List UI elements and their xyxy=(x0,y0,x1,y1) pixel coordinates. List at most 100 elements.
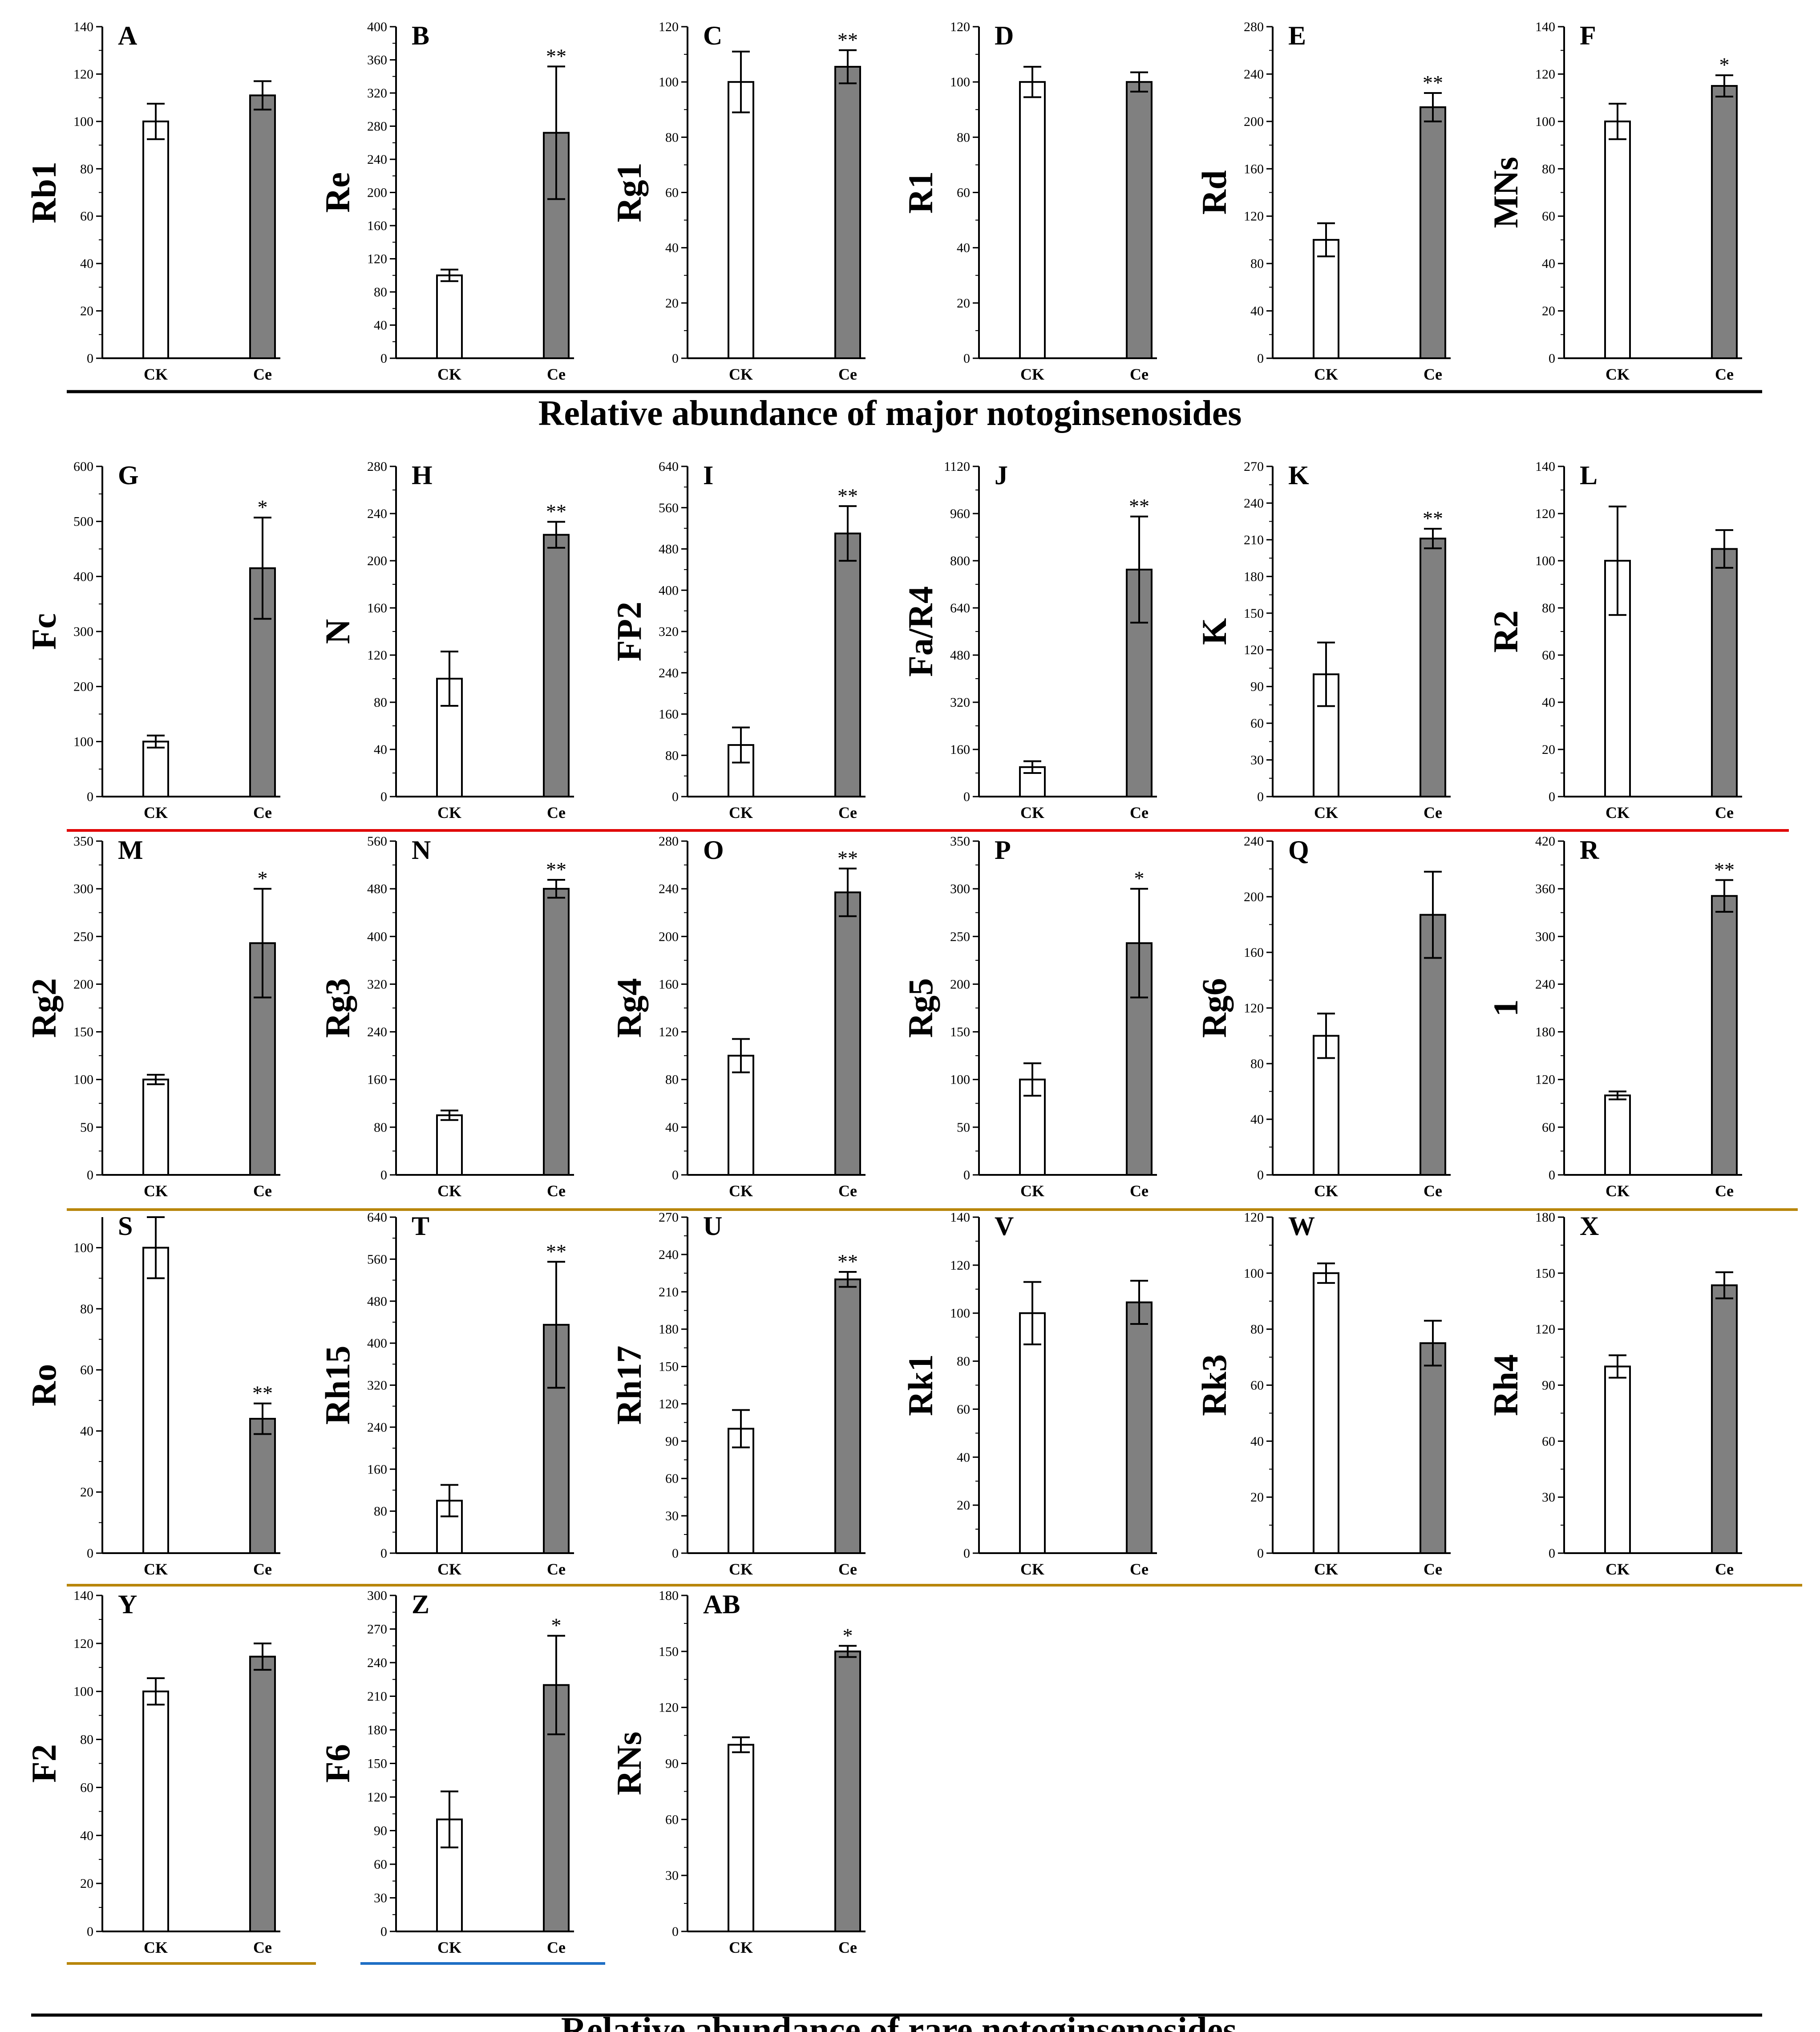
panel-letter: C xyxy=(703,21,722,50)
panel-o: 0 40 80 120 160 200 240 280 Rg4 O CK ** Ce xyxy=(610,834,866,1200)
significance-mark: * xyxy=(1719,53,1730,76)
y-tick-label: 350 xyxy=(950,834,970,849)
y-tick-label: 40 xyxy=(374,742,387,757)
x-tick-label: CK xyxy=(1606,804,1630,822)
bar-ck xyxy=(142,1247,169,1554)
y-tick-label: 0 xyxy=(1257,1168,1264,1182)
y-tick-label: 80 xyxy=(80,1302,93,1316)
bar-ce xyxy=(249,94,276,360)
x-tick-label: CK xyxy=(1314,1182,1338,1200)
y-tick-label: 480 xyxy=(659,542,679,557)
y-tick-label: 80 xyxy=(80,1732,93,1747)
y-tick-label: 300 xyxy=(1535,929,1555,944)
y-tick-label: 30 xyxy=(1250,753,1264,768)
y-tick-label: 30 xyxy=(374,1891,387,1906)
y-tick-label: 200 xyxy=(950,977,970,992)
x-tick-label: CK xyxy=(1606,365,1630,383)
y-tick-label: 80 xyxy=(665,748,679,763)
y-tick-label: 1120 xyxy=(944,459,970,474)
y-tick-label: 80 xyxy=(665,1073,679,1087)
panel-u: 0 30 60 90 120 150 180 210 240 270 Rh17 U CK ** Ce xyxy=(610,1210,866,1578)
y-axis-label: RNs xyxy=(610,1732,648,1795)
panel-letter: N xyxy=(412,835,431,865)
x-tick-label: CK xyxy=(1020,1560,1044,1578)
x-tick-label: Ce xyxy=(1424,1182,1442,1200)
y-tick-label: 160 xyxy=(367,219,387,233)
y-tick-label: 100 xyxy=(950,75,970,89)
panel-letter: I xyxy=(703,461,713,490)
bar-ck xyxy=(728,1428,754,1554)
y-tick-label: 270 xyxy=(1244,459,1264,474)
panel-f: 0 20 40 60 80 100 120 140 MNs F CK * Ce xyxy=(1486,20,1742,383)
x-tick-label: CK xyxy=(437,1939,461,1956)
y-tick-label: 180 xyxy=(1244,569,1264,584)
x-tick-label: Ce xyxy=(1715,1182,1734,1200)
significance-mark: ** xyxy=(546,45,566,67)
x-tick-label: Ce xyxy=(1424,804,1442,822)
dividers xyxy=(31,390,1802,2017)
x-tick-label: CK xyxy=(1606,1182,1630,1200)
y-tick-label: 480 xyxy=(367,882,387,896)
bar-ck xyxy=(728,81,754,359)
y-tick-label: 160 xyxy=(367,1462,387,1477)
y-tick-label: 240 xyxy=(1244,834,1264,849)
y-tick-label: 300 xyxy=(73,882,93,896)
y-tick-label: 20 xyxy=(1542,304,1555,319)
y-tick-label: 80 xyxy=(1250,1056,1264,1071)
bar-ce xyxy=(1711,1284,1738,1554)
y-tick-label: 0 xyxy=(1257,351,1264,366)
y-tick-label: 0 xyxy=(1549,1168,1555,1182)
y-tick-label: 120 xyxy=(1535,506,1555,521)
y-tick-label: 0 xyxy=(672,351,679,366)
bar-ce xyxy=(834,532,861,797)
x-tick-label: Ce xyxy=(1130,365,1149,383)
y-tick-label: 0 xyxy=(963,1546,970,1561)
y-tick-label: 20 xyxy=(957,1498,970,1513)
x-tick-label: Ce xyxy=(838,1182,857,1200)
x-tick-label: CK xyxy=(729,1182,753,1200)
panel-h: 0 40 80 120 160 200 240 280 N H CK ** Ce xyxy=(318,459,574,822)
bar-ck xyxy=(142,1690,169,1933)
y-tick-label: 0 xyxy=(963,351,970,366)
y-tick-label: 120 xyxy=(1244,1210,1264,1225)
x-tick-label: CK xyxy=(144,365,168,383)
y-tick-label: 100 xyxy=(1535,114,1555,129)
y-axis-label: Rg1 xyxy=(610,162,648,222)
bar-ck xyxy=(1604,1094,1631,1176)
y-tick-label: 800 xyxy=(950,554,970,568)
y-tick-label: 40 xyxy=(665,241,679,255)
bar-ce xyxy=(834,1650,861,1932)
y-tick-label: 160 xyxy=(1244,162,1264,176)
y-tick-label: 280 xyxy=(1244,20,1264,34)
y-tick-label: 280 xyxy=(659,834,679,849)
y-tick-label: 40 xyxy=(1542,256,1555,271)
y-tick-label: 560 xyxy=(367,1252,387,1267)
y-tick-label: 120 xyxy=(659,1700,679,1715)
panel-letter: J xyxy=(995,461,1008,490)
panel-letter: F xyxy=(1580,21,1596,50)
y-tick-label: 0 xyxy=(87,789,93,804)
panel-letter: W xyxy=(1288,1211,1315,1241)
y-tick-label: 360 xyxy=(367,53,387,68)
bar-ck xyxy=(1313,1272,1339,1554)
panel-a: 0 20 40 60 80 100 120 140 Rb1 A CK Ce xyxy=(24,20,280,383)
panel-e: 0 40 80 120 160 200 240 280 Rd E CK ** Ce xyxy=(1195,20,1451,383)
significance-mark: ** xyxy=(837,484,858,507)
y-tick-label: 80 xyxy=(957,1354,970,1369)
y-tick-label: 560 xyxy=(367,834,387,849)
significance-mark: * xyxy=(551,1614,562,1637)
y-tick-label: 80 xyxy=(665,130,679,145)
x-tick-label: Ce xyxy=(253,1560,272,1578)
y-tick-label: 150 xyxy=(950,1025,970,1040)
panel-q: 0 40 80 120 160 200 240 Rg6 Q CK Ce xyxy=(1195,834,1451,1200)
x-tick-label: CK xyxy=(144,1182,168,1200)
y-tick-label: 20 xyxy=(80,1876,93,1891)
y-axis-label: Rd xyxy=(1195,170,1234,215)
y-tick-label: 180 xyxy=(659,1588,679,1603)
bar-ck xyxy=(1019,81,1046,359)
panel-letter: D xyxy=(995,21,1014,50)
x-tick-label: CK xyxy=(729,365,753,383)
y-axis-label: FP2 xyxy=(610,602,648,661)
y-tick-label: 60 xyxy=(665,186,679,200)
